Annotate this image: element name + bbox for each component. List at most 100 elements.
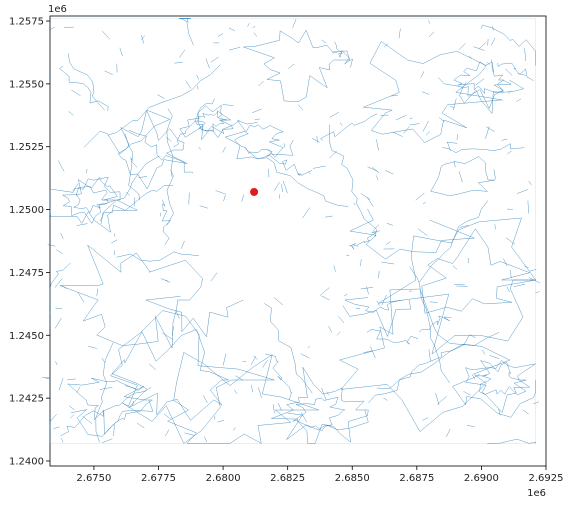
contour-fragment (210, 272, 218, 282)
contour-fragment (507, 90, 512, 94)
contour-fragment (215, 190, 226, 195)
contour-fragment (421, 91, 430, 95)
contour-fragment (458, 171, 463, 183)
contour-line (129, 130, 194, 174)
contour-fragment (141, 35, 145, 44)
contour-fragment (133, 197, 135, 207)
axes-border (49, 15, 547, 467)
contour-line (111, 329, 229, 421)
contour-fragment (529, 269, 537, 272)
contour-fragment (131, 160, 138, 168)
contour-fragment (366, 286, 369, 295)
contour-fragment (505, 68, 513, 76)
contour-fragment (54, 277, 63, 288)
contour-line (95, 342, 114, 443)
contour-fragment (101, 357, 105, 363)
contour-fragment (124, 385, 137, 389)
contour-line (497, 62, 534, 81)
contour-fragment (217, 33, 224, 37)
contour-line (366, 329, 419, 345)
x-tick-label: 2.6750 (76, 473, 111, 484)
contour-line (363, 41, 503, 143)
contour-fragment (184, 432, 194, 436)
contour-fragment (160, 278, 169, 282)
contour-fragment (429, 31, 435, 37)
contour-fragment (179, 17, 190, 23)
contour-fragment (125, 192, 130, 196)
contour-line (479, 360, 527, 396)
contour-fragment (513, 283, 526, 287)
data-points (250, 187, 259, 196)
contour-fragment (57, 160, 65, 172)
contour-fragment (132, 400, 134, 406)
contour-fragment (383, 397, 388, 401)
y-axis: 1.2400 1.2425 1.2450 1.2475 1.2500 1.2525 1.25… (9, 17, 50, 467)
contour-fragment (273, 297, 284, 306)
contour-fragment (486, 126, 495, 132)
contour-fragment (466, 425, 475, 427)
contour-fragment (148, 363, 156, 370)
contour-fragment (222, 146, 226, 153)
contour-fragment (471, 374, 476, 380)
x-tick-label: 2.6775 (141, 473, 176, 484)
contour-fragment (223, 194, 226, 202)
contour-line (167, 352, 320, 444)
y-tick-label: 1.2550 (9, 79, 44, 90)
contour-fragment (76, 223, 88, 226)
contour-fragment (505, 237, 516, 245)
contour-line (271, 367, 369, 444)
contour-fragment (86, 168, 88, 173)
contour-fragment (386, 223, 393, 226)
contour-fragment (428, 20, 431, 24)
contour-fragment (185, 80, 191, 89)
contour-fragment (378, 270, 380, 279)
contour-fragment (313, 165, 326, 169)
contour-line (145, 296, 244, 338)
contour-line (99, 184, 174, 222)
contour-fragment (453, 160, 456, 168)
contour-line (67, 377, 154, 435)
contour-fragment (56, 249, 63, 254)
contour-fragment (300, 170, 313, 176)
highlight-point (250, 187, 259, 196)
contour-line (266, 149, 302, 176)
contour-fragment (381, 261, 395, 265)
contour-fragment (372, 224, 380, 231)
contour-fragment (321, 295, 330, 301)
contour-fragment (76, 386, 81, 393)
contour-fragment (522, 409, 529, 415)
contour-fragment (454, 284, 465, 286)
contour-fragment (533, 401, 540, 405)
contour-fragment (258, 387, 262, 398)
contour-fragment (360, 193, 371, 200)
contour-line (349, 208, 475, 260)
contour-line (73, 186, 109, 214)
contour-fragment (96, 288, 98, 296)
contour-fragment (376, 139, 379, 151)
contour-line (286, 409, 369, 440)
contour-fragment (422, 202, 426, 204)
contour-fragment (459, 224, 469, 228)
contour-fragment (113, 424, 115, 437)
contour-fragment (456, 134, 458, 140)
contour-fragment (298, 104, 304, 111)
contour-fragment (228, 46, 241, 51)
contour-fragment (329, 111, 339, 118)
contour-fragment (222, 353, 227, 366)
contour-fragment (528, 180, 532, 186)
contour-fragment (489, 355, 500, 360)
contour-fragment (233, 427, 236, 431)
contour-fragment (417, 228, 428, 236)
contour-fragment (253, 32, 257, 37)
contour-line (173, 98, 215, 148)
contour-line (465, 360, 536, 413)
contour-line (329, 124, 378, 237)
contour-fragment (136, 422, 145, 429)
contour-fragment (458, 43, 466, 51)
y-axis-offset-label: 1e6 (48, 4, 67, 15)
contour-fragment (272, 404, 275, 414)
contour-fragment (501, 138, 508, 141)
contour-fragment (453, 98, 457, 111)
x-tick-label: 2.6925 (529, 473, 563, 484)
contour-fragment (164, 279, 171, 283)
